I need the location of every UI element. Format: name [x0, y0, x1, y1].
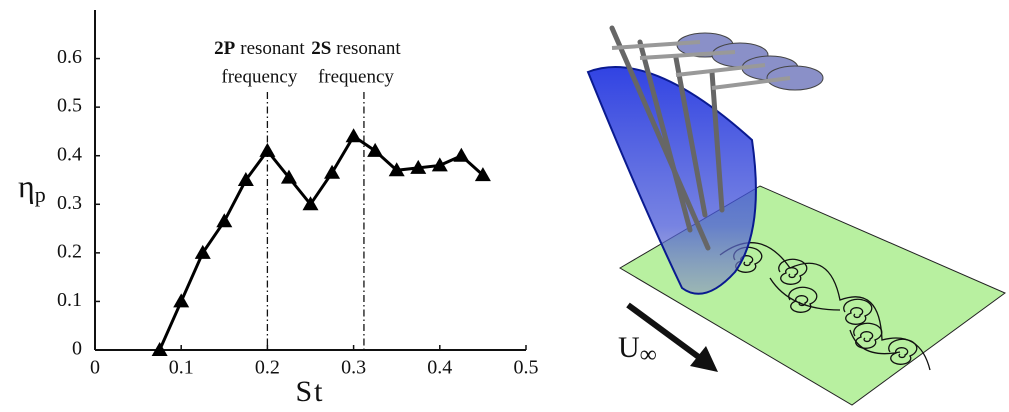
y-tick-label: 0.4 [57, 143, 82, 165]
x-tick-label: 0 [90, 357, 100, 379]
annotation-text: resonant [336, 38, 401, 59]
data-point [324, 164, 341, 179]
flow-arrowhead [690, 346, 718, 372]
annotation-bold: 2P [214, 38, 236, 59]
data-line [158, 134, 484, 351]
flow-arrow [626, 302, 702, 361]
chart: 0 0.1 0.2 0.3 0.4 0.5 0 0.1 0.2 0.3 0.4 0.5 0.6 St ηp 2… [18, 10, 539, 408]
vortex-wake [719, 242, 931, 371]
x-tick-label: 0.4 [427, 357, 452, 379]
y-axis-symbol: η [18, 168, 35, 204]
data-point [367, 142, 384, 157]
y-tick-label: 0.2 [57, 240, 82, 262]
annotation-line2: frequency [318, 66, 394, 87]
blade [586, 66, 757, 295]
data-point [388, 162, 405, 177]
data-point [302, 196, 319, 211]
y-tick-label: 0.6 [57, 46, 82, 68]
annotation-text: resonant [240, 38, 305, 59]
data-point [216, 213, 233, 228]
flow-label: U∞ [618, 331, 657, 368]
y-tick-label: 0.5 [57, 95, 82, 117]
annotation-line2: frequency [221, 66, 297, 87]
x-tick-label: 0.5 [514, 357, 539, 379]
annotation: 2S resonant [311, 38, 401, 59]
data-point [345, 128, 362, 143]
data-point [280, 169, 297, 184]
x-axis-label: St [295, 375, 324, 408]
flow-symbol: U [618, 331, 640, 364]
x-tick-label: 0.2 [255, 357, 280, 379]
diagram: U∞ [586, 25, 1006, 406]
y-axis-subscript: p [35, 182, 46, 207]
y-axis-label: ηp [18, 168, 46, 207]
data-point [453, 147, 470, 162]
annotation: 2P resonant [214, 38, 305, 59]
x-tick-label: 0.3 [341, 357, 366, 379]
rods [609, 25, 725, 251]
x-tick-label: 0.1 [169, 357, 194, 379]
data-point [173, 293, 190, 308]
flow-subscript: ∞ [640, 342, 657, 368]
data-point [151, 342, 168, 356]
data-point [194, 244, 211, 259]
data-point [410, 159, 427, 174]
data-point [259, 142, 276, 157]
annotation-bold: 2S [311, 38, 331, 59]
arms [611, 40, 791, 90]
data-point [237, 172, 254, 186]
y-tick-label: 0 [72, 338, 82, 360]
data-point [474, 167, 491, 182]
y-tick-label: 0.3 [57, 192, 82, 214]
y-tick-label: 0.1 [57, 289, 82, 311]
data-point [431, 157, 448, 172]
